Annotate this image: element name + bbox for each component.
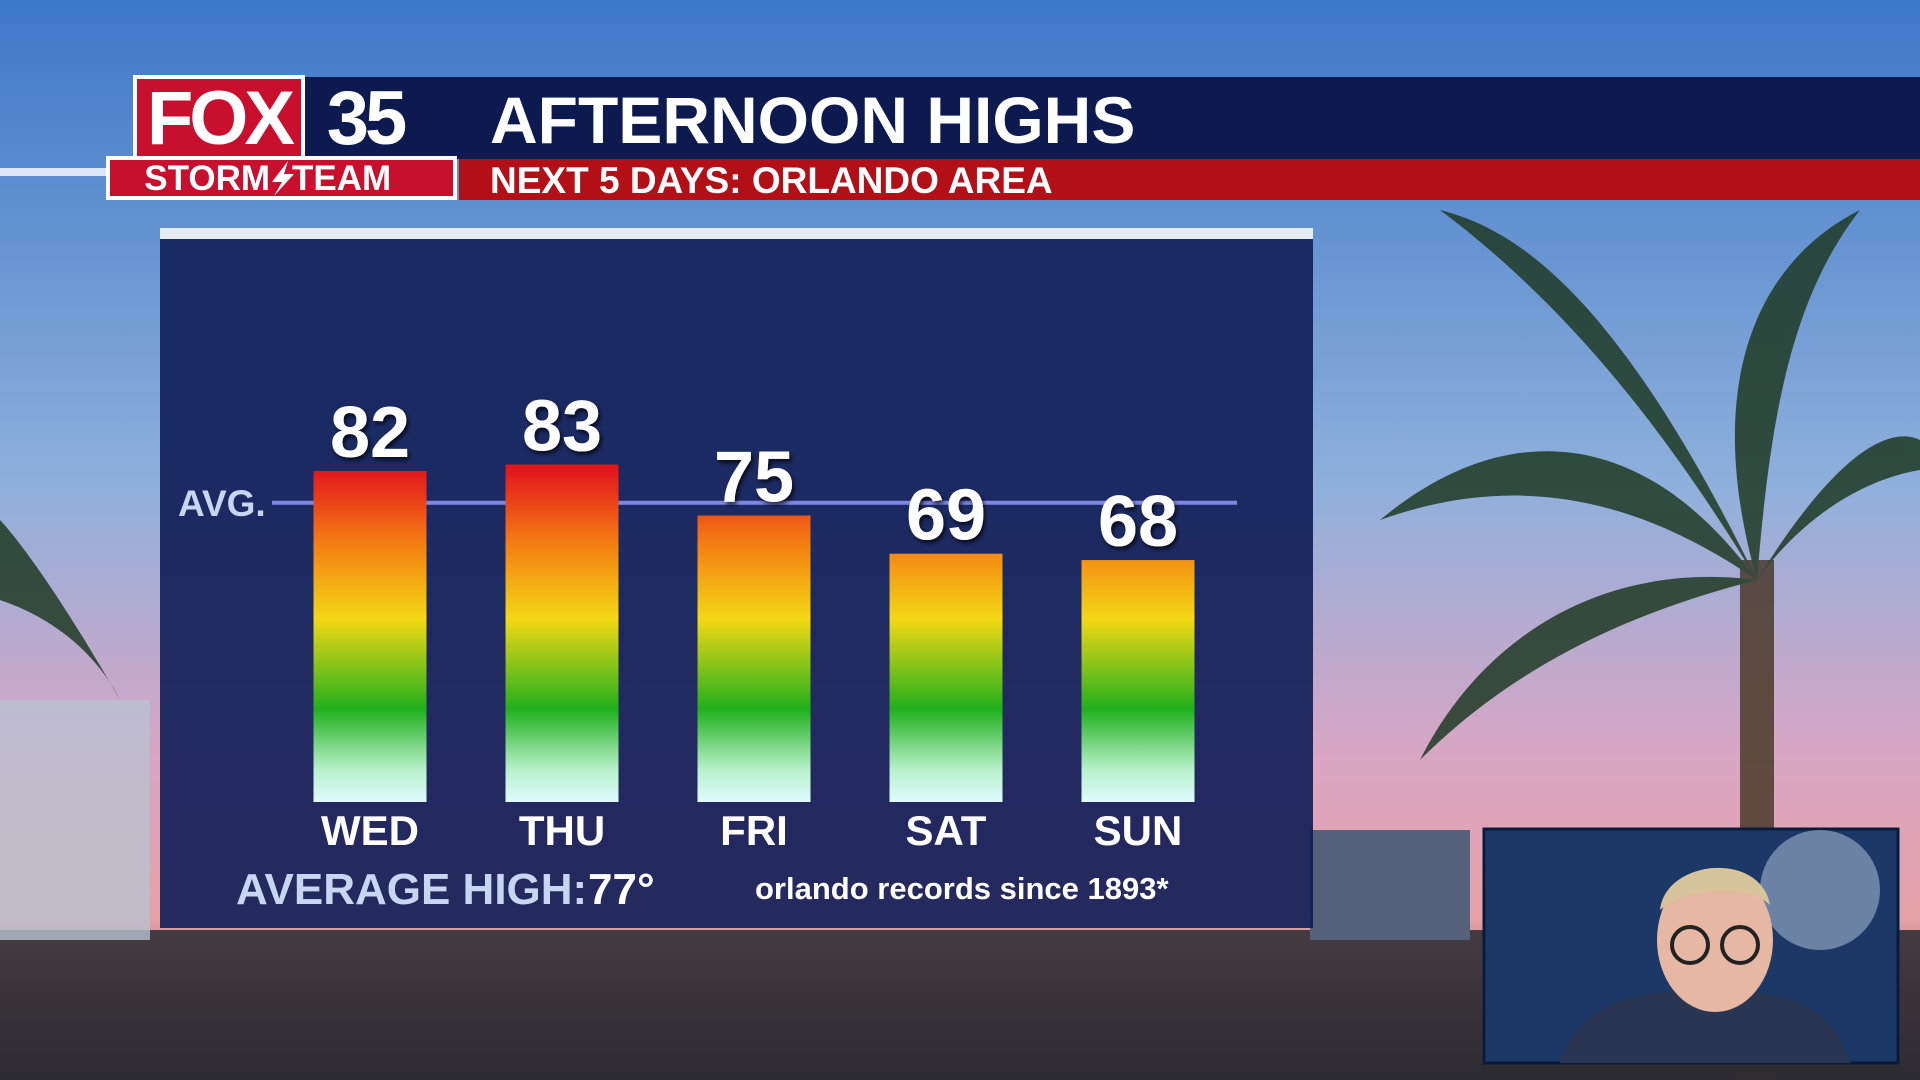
presenter-inset — [1482, 827, 1900, 1065]
value-label: 82 — [330, 393, 410, 473]
value-label: 68 — [1098, 482, 1178, 562]
title-band — [135, 77, 1920, 159]
panel-strip — [160, 228, 1313, 239]
value-label: 75 — [714, 438, 794, 518]
logo-number: 35 — [327, 76, 406, 161]
average-high-value: 77° — [588, 865, 655, 914]
plot: AVG. 82 WED 83 THU 75 FRI 69 SAT 68 SUN — [178, 387, 1237, 854]
subtitle-band — [459, 159, 1920, 200]
day-label: SAT — [906, 807, 987, 854]
palms — [0, 210, 1920, 1080]
average-line-label: AVG. — [178, 483, 266, 524]
footnote: orlando records since 1893* — [755, 871, 1169, 906]
logo-bolt — [272, 161, 294, 196]
day-label: SUN — [1094, 807, 1183, 854]
value-label: 69 — [906, 476, 986, 556]
average-high-label: AVERAGE HIGH: — [236, 865, 587, 914]
accent-line — [0, 168, 110, 176]
logo-team: TEAM — [292, 159, 391, 198]
value-label: 83 — [522, 387, 602, 467]
chart-subtitle: NEXT 5 DAYS: ORLANDO AREA — [490, 160, 1053, 201]
logo-fox: FOX — [147, 76, 296, 161]
bar — [889, 553, 1003, 802]
chart-title: AFTERNOON HIGHS — [490, 83, 1135, 157]
logo-storm: STORM — [144, 159, 270, 198]
bar — [1081, 560, 1195, 802]
day-label: FRI — [720, 807, 788, 854]
day-label: WED — [321, 807, 419, 854]
building — [0, 700, 150, 940]
day-label: THU — [519, 807, 605, 854]
building — [1310, 830, 1470, 940]
bar — [697, 515, 811, 802]
bar — [313, 470, 427, 802]
bar — [505, 464, 619, 802]
